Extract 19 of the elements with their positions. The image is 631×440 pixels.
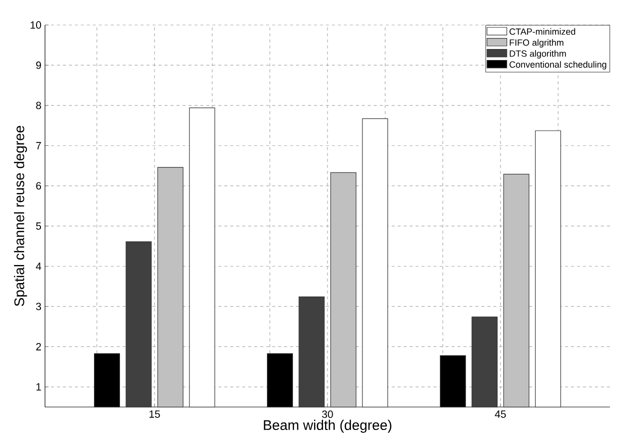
y-tick-label: 6 [36,182,42,190]
y-axis-title: Spatial channel reuse degree [14,126,27,306]
legend-label: DTS algorithm [510,50,566,59]
y-tick-label: 5 [36,222,42,230]
x-tick-label: 30 [322,410,333,418]
x-tick-label: 45 [494,410,506,418]
y-tick-label: 9 [36,62,41,69]
y-tick-label: 4 [36,262,42,270]
x-tick-label: 15 [150,410,160,418]
y-tick-label: 1 [36,383,41,390]
x-axis-title: Beam width (degree) [264,420,392,433]
y-tick-label: 8 [36,102,42,110]
y-tick-label: 2 [36,343,41,350]
y-tick-label: 10 [30,21,42,29]
y-tick-label: 7 [36,142,41,150]
legend-label: FIFO algrithm [510,39,564,48]
y-tick-label: 3 [36,302,42,310]
legend-label: CTAP-minimized [510,28,576,35]
legend-label: Conventional scheduling [510,61,606,70]
